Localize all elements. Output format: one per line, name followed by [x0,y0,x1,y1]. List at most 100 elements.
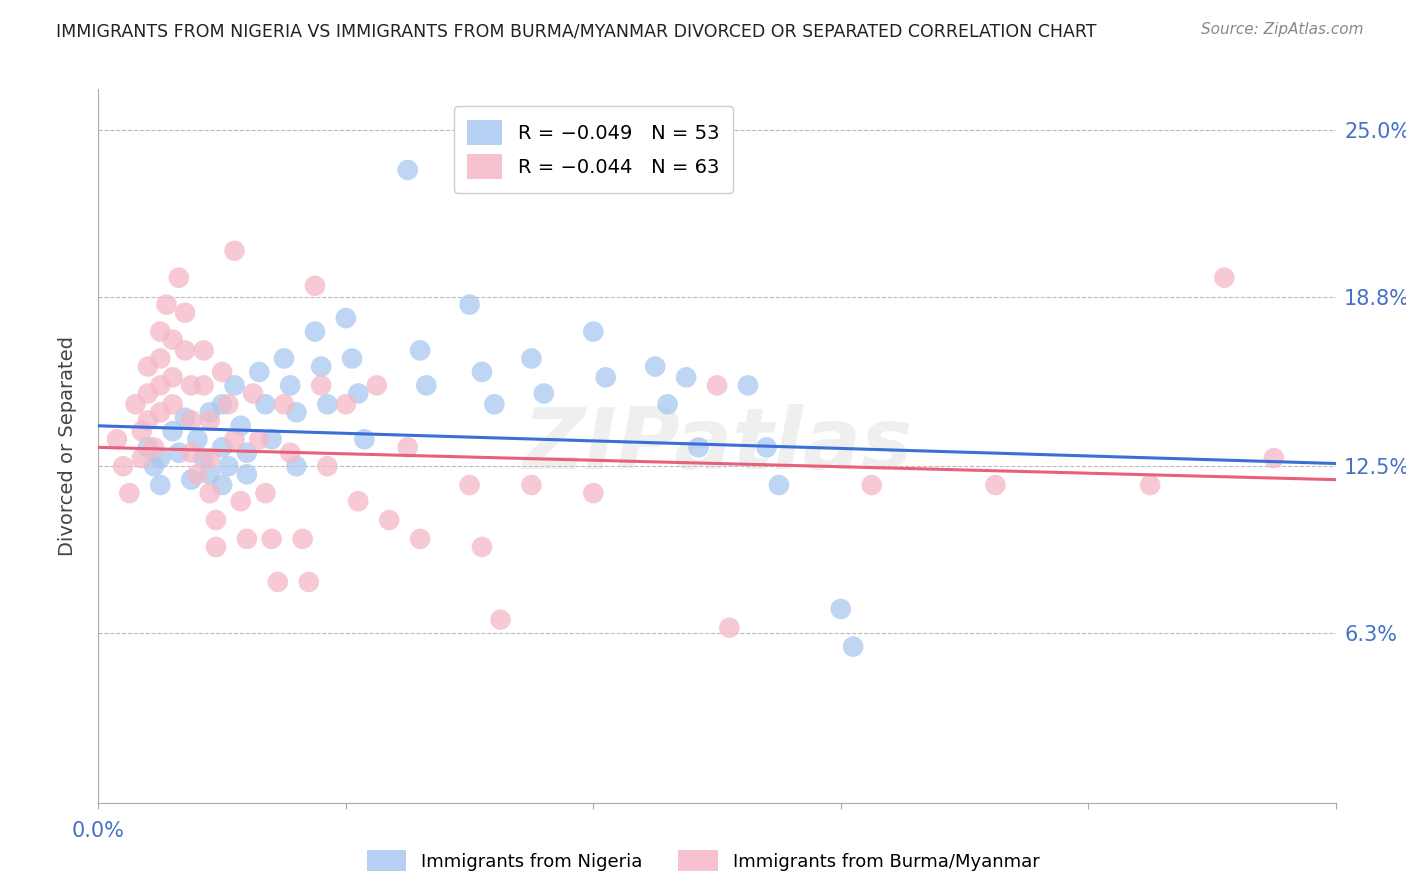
Point [688,441,710,455]
Point [224,244,246,258]
Point [273,397,295,411]
Point [396,441,419,455]
Point [347,386,370,401]
Point [124,397,146,411]
Point [409,343,432,358]
Point [229,418,252,433]
Y-axis label: Divorced or Separated: Divorced or Separated [58,336,77,556]
Point [198,451,221,466]
Point [162,397,184,411]
Point [285,459,308,474]
Point [335,397,357,411]
Point [378,513,401,527]
Point [335,311,357,326]
Point [595,370,617,384]
Point [118,486,141,500]
Point [205,513,228,527]
Point [242,386,264,401]
Point [205,540,228,554]
Point [143,441,166,455]
Text: IMMIGRANTS FROM NIGERIA VS IMMIGRANTS FROM BURMA/MYANMAR DIVORCED OR SEPARATED C: IMMIGRANTS FROM NIGERIA VS IMMIGRANTS FR… [56,22,1097,40]
Point [131,424,153,438]
Point [211,365,233,379]
Point [458,478,481,492]
Point [347,494,370,508]
Point [149,405,172,419]
Point [198,486,221,500]
Point [755,441,778,455]
Point [193,343,215,358]
Point [273,351,295,366]
Point [1213,270,1236,285]
Point [229,494,252,508]
Point [533,386,555,401]
Point [582,325,605,339]
Point [830,602,852,616]
Point [366,378,388,392]
Point [842,640,865,654]
Point [285,405,308,419]
Point [167,446,190,460]
Point [644,359,666,374]
Point [224,378,246,392]
Point [211,441,233,455]
Text: ZIPatlas: ZIPatlas [522,404,912,488]
Point [180,378,202,392]
Point [278,378,301,392]
Point [162,333,184,347]
Point [136,413,159,427]
Point [236,446,259,460]
Point [186,432,208,446]
Point [149,378,172,392]
Point [409,532,432,546]
Point [304,278,326,293]
Point [657,397,679,411]
Point [247,365,270,379]
Point [278,446,301,460]
Point [718,621,741,635]
Point [291,532,314,546]
Point [520,478,543,492]
Point [174,306,197,320]
Point [224,432,246,446]
Point [112,459,135,474]
Point [193,378,215,392]
Point [254,486,277,500]
Point [149,325,172,339]
Point [236,467,259,482]
Point [260,432,283,446]
Point [198,405,221,419]
Point [167,270,190,285]
Point [582,486,605,500]
Point [186,467,208,482]
Point [217,397,239,411]
Point [484,397,506,411]
Point [309,359,332,374]
Point [136,359,159,374]
Point [174,410,197,425]
Point [737,378,759,392]
Point [471,365,494,379]
Point [198,467,221,482]
Point [180,413,202,427]
Point [217,459,239,474]
Point [675,370,697,384]
Point [471,540,494,554]
Point [136,441,159,455]
Point [860,478,883,492]
Point [298,574,321,589]
Point [236,532,259,546]
Point [149,451,172,466]
Point [149,478,172,492]
Point [131,451,153,466]
Point [1139,478,1161,492]
Point [180,473,202,487]
Point [162,370,184,384]
Point [193,451,215,466]
Point [198,413,221,427]
Point [105,432,128,446]
Point [136,386,159,401]
Point [520,351,543,366]
Point [304,325,326,339]
Point [489,613,512,627]
